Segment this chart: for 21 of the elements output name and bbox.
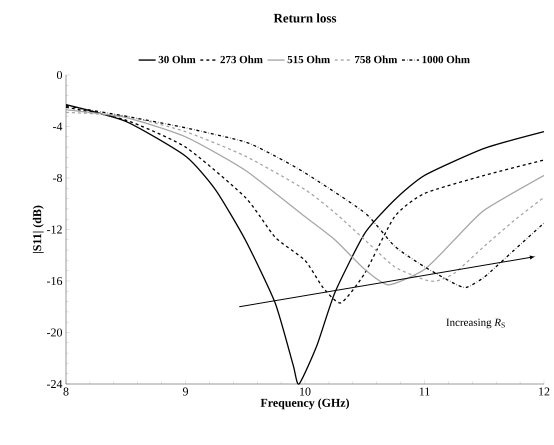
y-tick-label: -16 [46, 276, 62, 286]
x-tick-label: 8 [63, 388, 69, 396]
legend-label: 1000 Ohm [422, 56, 470, 64]
legend-label: 515 Ohm [288, 56, 330, 64]
x-tick-label: 9 [182, 388, 188, 396]
x-tick-label: 11 [420, 388, 430, 396]
x-tick-label: 12 [539, 388, 550, 396]
x-tick-label: 10 [300, 388, 311, 396]
y-axis-title: |S11| (dB) [32, 206, 44, 253]
y-tick-label: 0 [56, 70, 62, 80]
y-tick-label: -12 [46, 226, 62, 234]
legend-label: 273 Ohm [220, 56, 263, 64]
chart-title: Return loss [274, 13, 336, 23]
x-axis-title: Frequency (GHz) [260, 398, 350, 410]
y-tick-label: -20 [46, 328, 62, 337]
annotation: Increasing R$_{S}$ [446, 318, 505, 328]
legend-label: 30 Ohm [158, 56, 196, 64]
y-tick-label: -24 [46, 380, 62, 388]
y-tick-label: -4 [52, 122, 62, 130]
y-tick-label: -8 [52, 174, 62, 182]
legend-label: 758 Ohm [355, 56, 398, 64]
